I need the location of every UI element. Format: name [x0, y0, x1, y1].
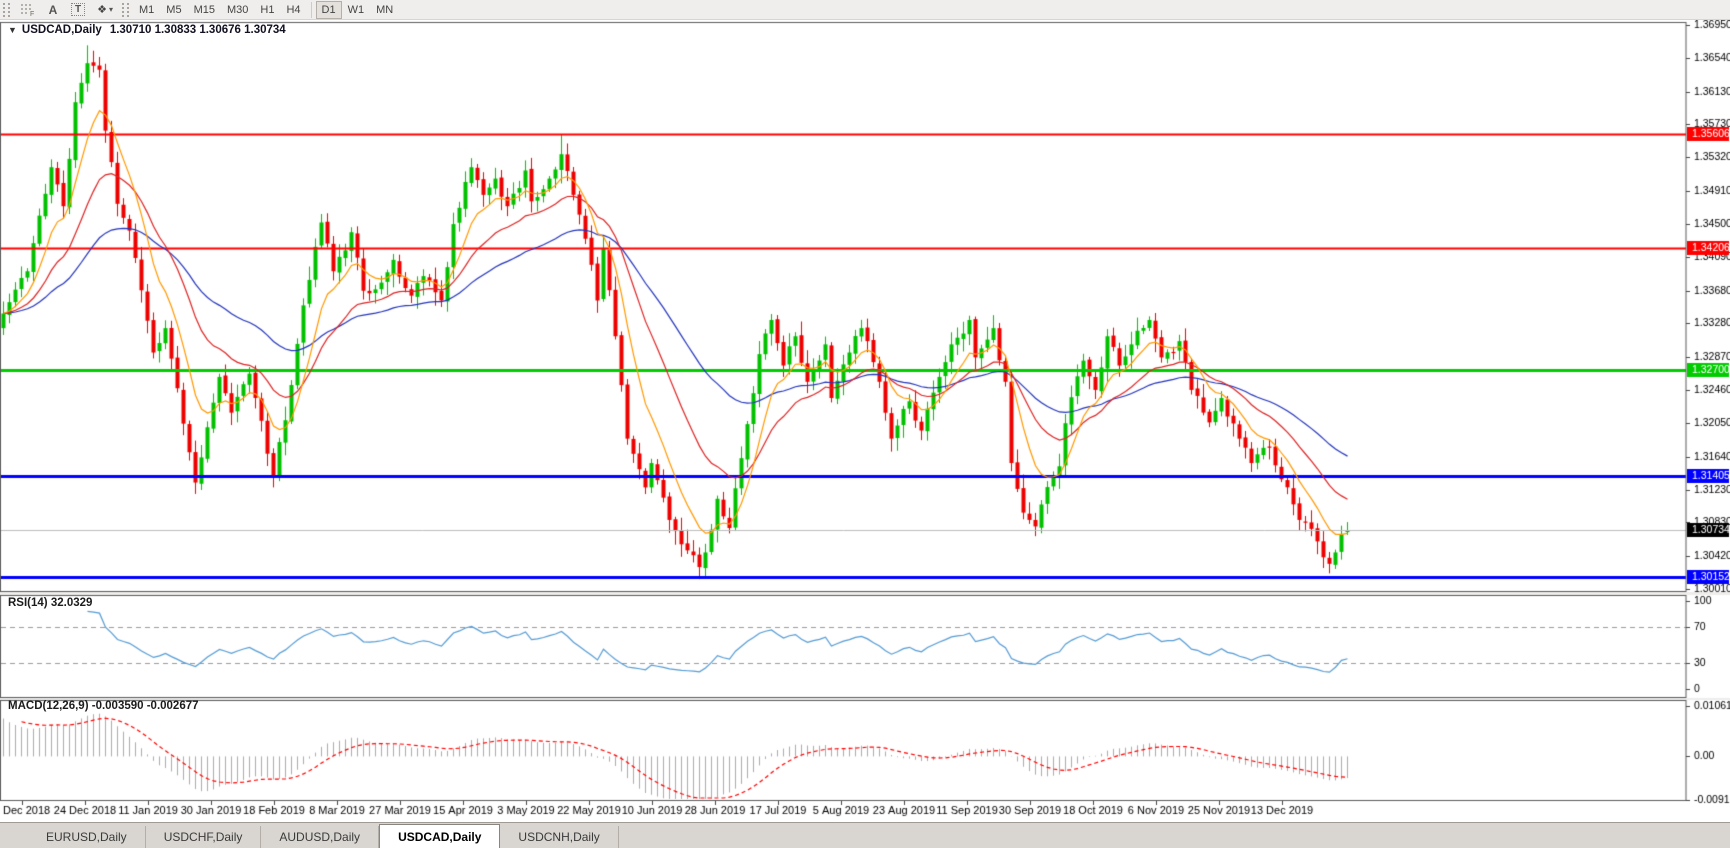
price-chart-canvas[interactable]: [0, 20, 1730, 822]
timeframe-mn-button[interactable]: MN: [376, 3, 394, 16]
symbol-period-label: USDCAD,Daily: [21, 24, 102, 36]
tab-usdchf[interactable]: USDCHF,Daily: [146, 826, 262, 848]
rsi-indicator-label: RSI(14) 32.0329: [8, 597, 92, 609]
ohlc-values: 1.30710 1.30833 1.30676 1.30734: [109, 24, 286, 36]
timeframe-h1-button[interactable]: H1: [260, 3, 275, 16]
grid-dots-icon: F: [21, 3, 34, 17]
toolbar-separator: [310, 1, 312, 18]
tab-usdcnh[interactable]: USDCNH,Daily: [500, 826, 619, 848]
text-label-tool-icon[interactable]: A: [48, 2, 58, 17]
timeframe-m1-button[interactable]: M1: [139, 3, 155, 16]
timeframe-d1-button[interactable]: D1: [315, 0, 342, 19]
tab-eurusd[interactable]: EURUSD,Daily: [28, 826, 146, 848]
tab-usdcad[interactable]: USDCAD,Daily: [379, 824, 501, 848]
rsi-value: 32.0329: [50, 597, 93, 609]
text-box-tool-icon[interactable]: T: [65, 1, 91, 19]
timeframe-m15-button[interactable]: M15: [193, 3, 215, 16]
rsi-name: RSI(14): [8, 597, 48, 609]
t-glyph: T: [71, 3, 86, 16]
crosshair-grid-icon[interactable]: F: [14, 1, 41, 19]
macd-values: -0.003590 -0.002677: [91, 700, 199, 712]
timeframe-w1-button[interactable]: W1: [347, 3, 365, 16]
toolbar-grip-2[interactable]: [122, 2, 129, 17]
shapes-glyph: ❖: [97, 4, 107, 16]
shapes-tool-icon[interactable]: ❖ ▾: [91, 1, 119, 19]
symbol-tab-bar: EURUSD,Daily USDCHF,Daily AUDUSD,Daily U…: [0, 822, 1730, 848]
macd-indicator-label: MACD(12,26,9) -0.003590 -0.002677: [8, 700, 199, 712]
chart-title: ▼ USDCAD,Daily 1.30710 1.30833 1.30676 1.3…: [8, 24, 286, 36]
toolbar-grip[interactable]: [3, 2, 10, 17]
timeframe-m30-button[interactable]: M30: [226, 3, 249, 16]
top-toolbar: F A T ❖ ▾ M1 M5 M15 M30 H1 H4 D1 W1 MN: [0, 0, 1730, 20]
timeframe-h4-button[interactable]: H4: [286, 3, 301, 16]
svg-text:F: F: [30, 11, 34, 17]
timeframe-m5-button[interactable]: M5: [166, 3, 182, 16]
macd-name: MACD(12,26,9): [8, 700, 89, 712]
collapse-arrow-icon[interactable]: ▼: [8, 25, 17, 35]
chevron-down-icon: ▾: [108, 5, 113, 14]
tab-audusd[interactable]: AUDUSD,Daily: [261, 826, 380, 848]
